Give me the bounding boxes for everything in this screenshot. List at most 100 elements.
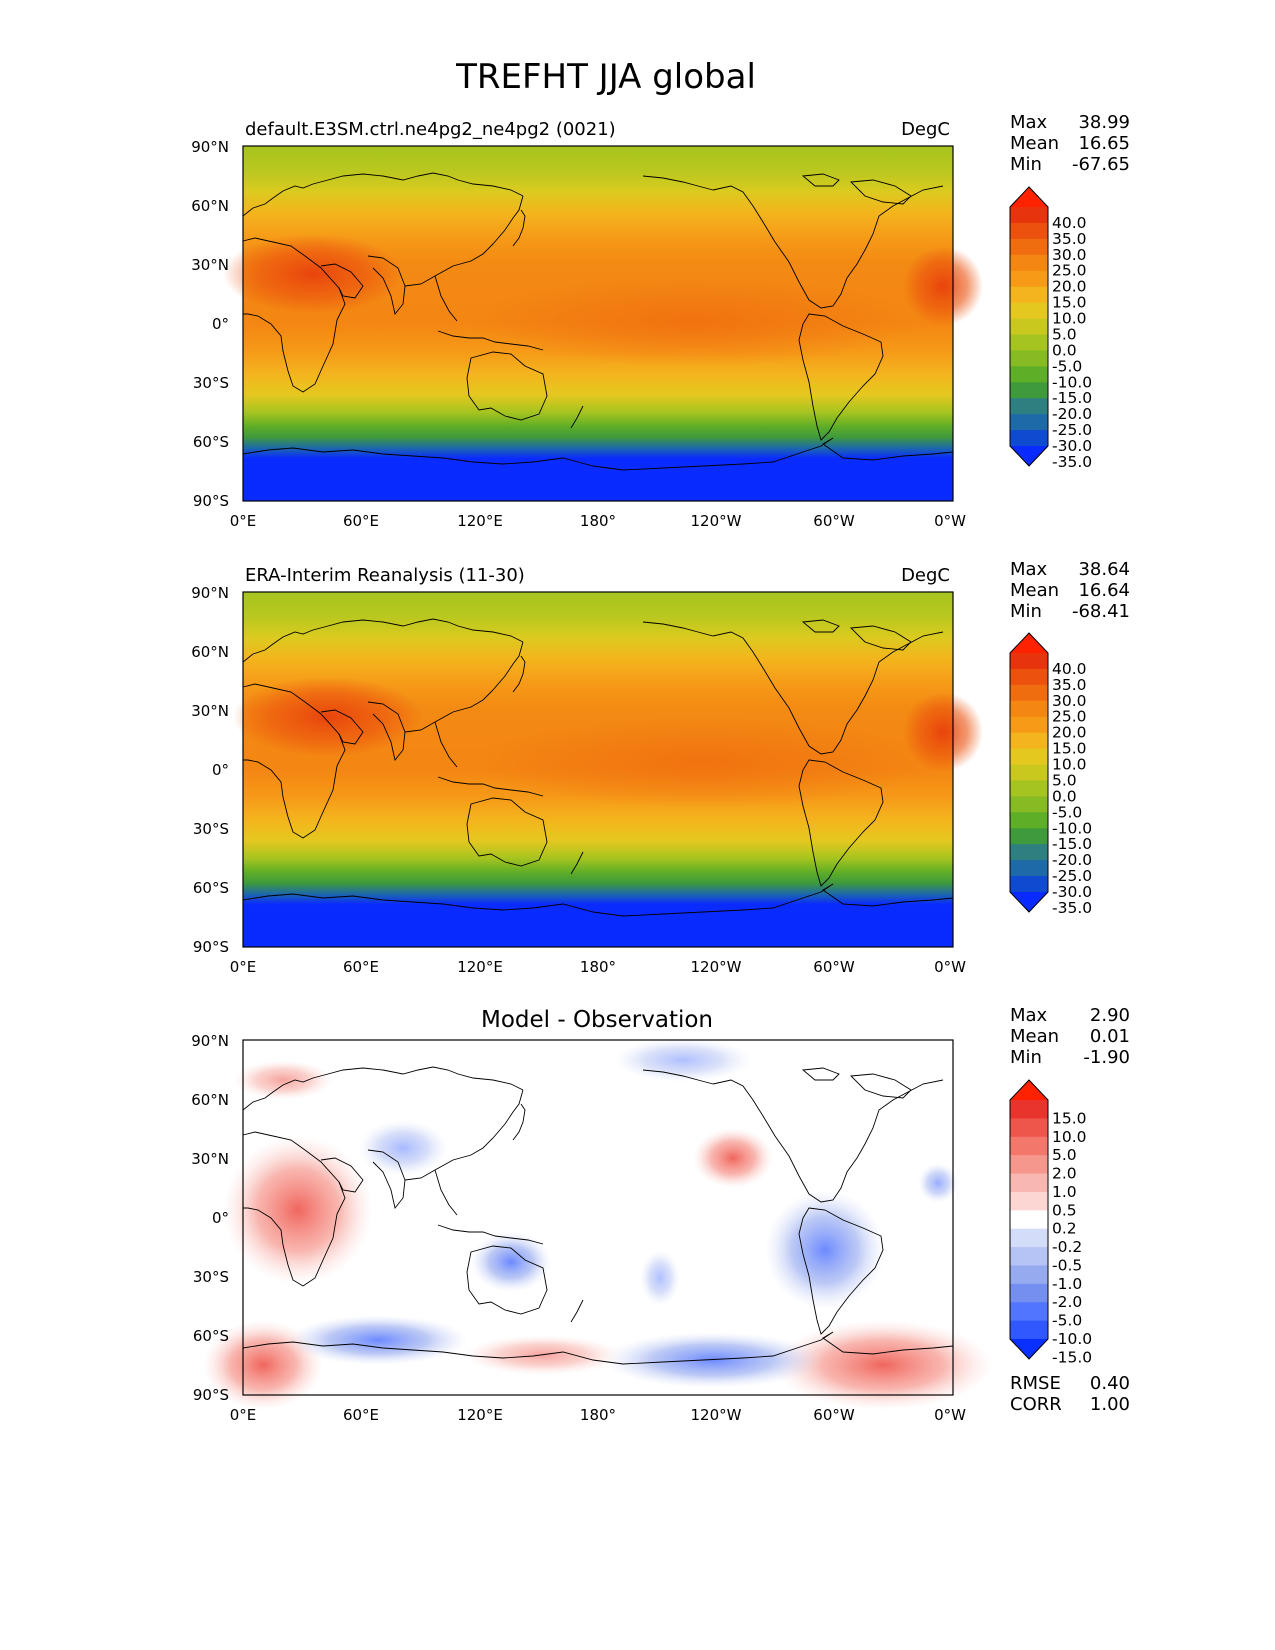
colorbar-segment bbox=[1010, 1136, 1048, 1156]
colorbar-segment bbox=[1010, 302, 1048, 320]
colorbar-tick-label: 2.0 bbox=[1052, 1165, 1077, 1183]
figure-title: TREFHT JJA global bbox=[455, 57, 756, 97]
colorbar-tick-label: -10.0 bbox=[1052, 819, 1092, 837]
negative-anomaly-pacific bbox=[640, 1250, 680, 1306]
colorbar-segment bbox=[1010, 684, 1048, 702]
lat-tick: 0° bbox=[212, 761, 229, 779]
lat-tick: 60°S bbox=[193, 433, 229, 451]
colorbar-segment bbox=[1010, 238, 1048, 256]
negative-anomaly-antarctica bbox=[603, 1332, 823, 1388]
colorbar-segment bbox=[1010, 844, 1048, 861]
lat-axis: 90°N 60°N 30°N 0° 30°S 60°S 90°S bbox=[191, 138, 229, 510]
colorbar-segment bbox=[1010, 254, 1048, 272]
colorbar-tick-label: 15.0 bbox=[1052, 294, 1087, 312]
colorbar-extend-max bbox=[1010, 1080, 1048, 1100]
rmse-label: RMSE bbox=[1010, 1373, 1061, 1394]
colorbar-segment bbox=[1010, 1265, 1048, 1285]
lat-axis: 90°N 60°N 30°N 0° 30°S 60°S 90°S bbox=[191, 584, 229, 956]
negative-anomaly-australia bbox=[471, 1232, 551, 1292]
colorbar-segment bbox=[1010, 716, 1048, 734]
colorbar-segment bbox=[1010, 1283, 1048, 1303]
lat-tick: 30°S bbox=[193, 1268, 229, 1286]
positive-anomaly-north-america bbox=[693, 1128, 773, 1188]
colorbar-segment bbox=[1010, 812, 1048, 829]
error-stats-block: RMSE 0.40 CORR 1.00 bbox=[1010, 1373, 1130, 1415]
colorbar-outline bbox=[1009, 1079, 1049, 1360]
stat-label: Max bbox=[1010, 112, 1048, 133]
colorbar-tick-label: -25.0 bbox=[1052, 421, 1092, 439]
colorbar-tick-label: -15.0 bbox=[1052, 835, 1092, 853]
corr-value: 1.00 bbox=[1090, 1394, 1130, 1415]
colorbar-segment bbox=[1010, 366, 1048, 383]
lon-tick: 120°E bbox=[457, 1406, 503, 1424]
lat-tick: 30°S bbox=[193, 374, 229, 392]
lon-tick: 60°E bbox=[343, 1406, 379, 1424]
stat-label: Max bbox=[1010, 559, 1048, 580]
stat-label: Min bbox=[1010, 1047, 1042, 1068]
colorbar-segment bbox=[1010, 270, 1048, 288]
colorbar-segment bbox=[1010, 350, 1048, 367]
lat-tick: 0° bbox=[212, 315, 229, 333]
lon-tick: 60°W bbox=[813, 512, 855, 530]
colorbar-tick-label: -35.0 bbox=[1052, 899, 1092, 917]
colorbar-segment bbox=[1010, 334, 1048, 351]
colorbar-segment bbox=[1010, 796, 1048, 813]
colorbar-segment bbox=[1010, 430, 1048, 447]
colorbar-outline bbox=[1009, 186, 1049, 467]
colorbar-extend-min bbox=[1010, 1339, 1048, 1359]
colorbar-segment bbox=[1010, 1302, 1048, 1322]
stats-block: Max 38.99 Mean 16.65 Min -67.65 bbox=[1010, 112, 1130, 175]
colorbar-tick-label: 15.0 bbox=[1052, 1109, 1087, 1127]
colorbar-extend-min bbox=[1010, 892, 1048, 912]
colorbar-extend-min bbox=[1010, 446, 1048, 466]
stat-value: 16.64 bbox=[1078, 580, 1130, 601]
map-reference bbox=[233, 591, 983, 948]
lat-tick: 60°S bbox=[193, 1327, 229, 1345]
stat-label: Mean bbox=[1010, 133, 1059, 154]
colorbar-segment bbox=[1010, 318, 1048, 336]
colorbar-tick-label: 20.0 bbox=[1052, 724, 1087, 742]
colorbar-tick-label: -25.0 bbox=[1052, 867, 1092, 885]
colorbar-segment bbox=[1010, 1155, 1048, 1175]
lat-tick: 90°N bbox=[191, 584, 229, 602]
lon-tick: 60°W bbox=[813, 1406, 855, 1424]
lat-tick: 30°N bbox=[191, 702, 229, 720]
lon-tick: 120°W bbox=[691, 512, 742, 530]
warm-region-pacific bbox=[473, 717, 933, 807]
colorbar-tick-label: 10.0 bbox=[1052, 1128, 1087, 1146]
stat-value: 0.01 bbox=[1090, 1026, 1130, 1047]
lon-axis: 0°E 60°E 120°E 180° 120°W 60°W 0°W bbox=[230, 512, 966, 530]
colorbar-tick-label: 5.0 bbox=[1052, 771, 1077, 789]
hot-region-sahara bbox=[223, 234, 403, 314]
panel-units: DegC bbox=[901, 119, 950, 140]
colorbar-reference: 40.035.030.025.020.015.010.05.00.0-5.0-1… bbox=[1009, 632, 1092, 917]
colorbar-test: 40.035.030.025.020.015.010.05.00.0-5.0-1… bbox=[1009, 186, 1092, 471]
negative-anomaly-atlantic bbox=[918, 1163, 958, 1203]
diff-title: Model - Observation bbox=[481, 1007, 713, 1033]
colorbar-segment bbox=[1010, 414, 1048, 431]
warm-region-atlantic bbox=[903, 692, 983, 772]
colorbar-extend-max bbox=[1010, 187, 1048, 207]
lon-tick: 60°E bbox=[343, 512, 379, 530]
colorbar-segment bbox=[1010, 860, 1048, 877]
lat-tick: 90°N bbox=[191, 138, 229, 156]
stat-label: Max bbox=[1010, 1005, 1048, 1026]
colorbar-segment bbox=[1010, 207, 1048, 224]
colorbar-segment bbox=[1010, 748, 1048, 766]
stat-value: 2.90 bbox=[1090, 1005, 1130, 1026]
colorbar-tick-label: 5.0 bbox=[1052, 325, 1077, 343]
map-frame bbox=[242, 1039, 954, 1396]
lon-tick: 180° bbox=[580, 1406, 616, 1424]
colorbar-segment bbox=[1010, 668, 1048, 686]
lat-tick: 30°S bbox=[193, 820, 229, 838]
stats-block: Max 2.90 Mean 0.01 Min -1.90 bbox=[1010, 1005, 1130, 1068]
colorbar-tick-label: 30.0 bbox=[1052, 692, 1087, 710]
colorbar-tick-label: -5.0 bbox=[1052, 357, 1082, 375]
lon-axis: 0°E 60°E 120°E 180° 120°W 60°W 0°W bbox=[230, 958, 966, 976]
stat-value: -68.41 bbox=[1072, 601, 1130, 622]
colorbar-segment bbox=[1010, 1210, 1048, 1230]
colorbar-tick-label: -10.0 bbox=[1052, 373, 1092, 391]
lon-tick: 0°E bbox=[230, 512, 257, 530]
colorbar-tick-label: -10.0 bbox=[1052, 1330, 1092, 1348]
